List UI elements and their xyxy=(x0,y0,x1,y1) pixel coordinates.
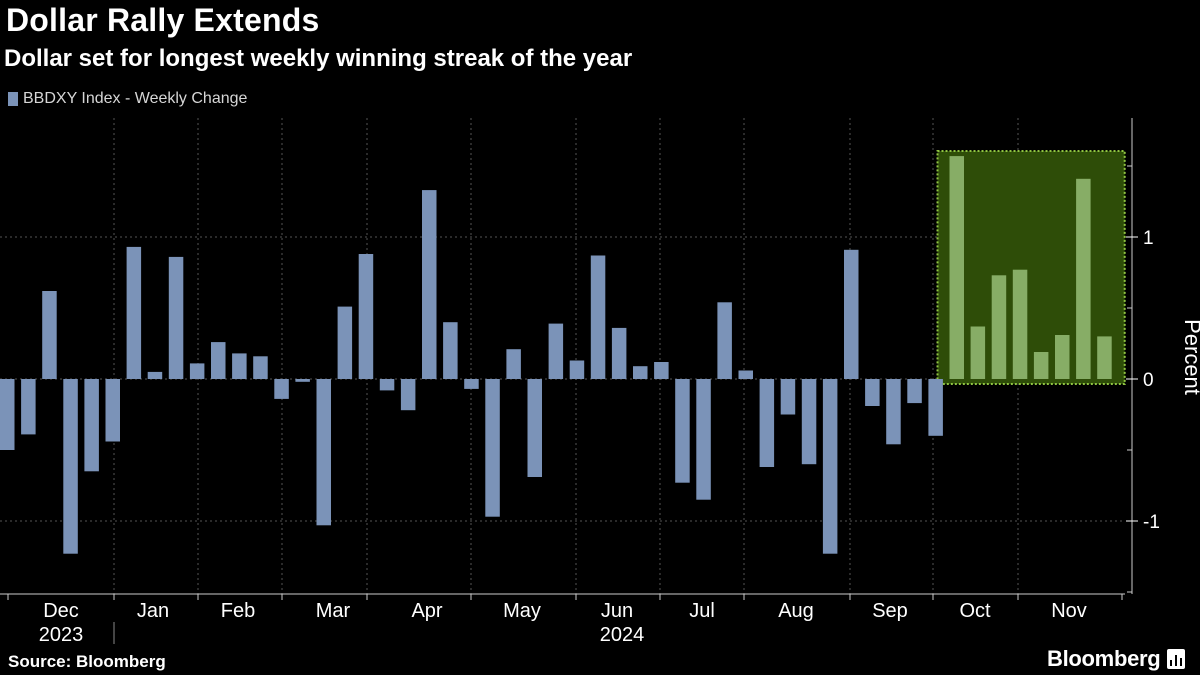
bar xyxy=(400,379,416,411)
legend: BBDXY Index - Weekly Change xyxy=(8,90,247,108)
bar xyxy=(485,379,500,517)
x-tick-label: Aug xyxy=(778,600,814,622)
x-tick-label: Nov xyxy=(1051,600,1087,622)
legend-swatch xyxy=(8,92,18,106)
x-year-label: 2023 xyxy=(39,624,84,646)
bar xyxy=(1012,269,1028,379)
bar xyxy=(422,190,437,379)
bar xyxy=(886,379,901,445)
bar xyxy=(590,255,606,379)
bar xyxy=(42,291,57,379)
bar xyxy=(928,379,943,436)
x-tick-label: Jan xyxy=(137,600,169,622)
bar xyxy=(1055,335,1070,379)
bar xyxy=(63,379,78,554)
bar xyxy=(232,353,247,379)
x-tick-label: Mar xyxy=(316,600,351,622)
x-tick-label: Jul xyxy=(689,600,715,622)
bar xyxy=(506,349,521,379)
bar xyxy=(654,362,669,379)
bar xyxy=(611,327,627,379)
bar xyxy=(0,379,15,450)
chart-subtitle: Dollar set for longest weekly winning st… xyxy=(4,45,633,72)
bar xyxy=(527,379,542,477)
bar xyxy=(696,379,711,500)
bar xyxy=(126,246,142,379)
y-tick-label: -1 xyxy=(1143,512,1160,533)
bar xyxy=(548,323,564,379)
bar xyxy=(759,379,775,467)
legend-label: BBDXY Index - Weekly Change xyxy=(23,90,248,107)
bar xyxy=(253,356,268,379)
bar xyxy=(991,275,1007,379)
bar xyxy=(865,379,880,406)
x-tick-label: Apr xyxy=(411,600,442,622)
x-tick-label: Sep xyxy=(872,600,908,622)
highlight-box xyxy=(936,150,1126,385)
x-tick-label: Oct xyxy=(959,600,991,622)
bar xyxy=(844,249,859,379)
bar xyxy=(717,302,732,379)
bar xyxy=(358,254,374,379)
bar xyxy=(569,360,585,379)
bar xyxy=(949,156,964,379)
bar xyxy=(337,306,353,379)
x-tick-label: Jun xyxy=(601,600,633,622)
source-note: Source: Bloomberg xyxy=(8,652,166,671)
bar xyxy=(274,379,289,399)
bar xyxy=(780,379,796,415)
bar xyxy=(801,379,817,465)
chart-title: Dollar Rally Extends xyxy=(6,2,320,38)
bar xyxy=(295,379,310,382)
bar xyxy=(189,363,205,379)
bar xyxy=(21,379,36,435)
y-axis-title: Percent xyxy=(1180,319,1200,395)
y-tick-label: 1 xyxy=(1143,228,1154,249)
bar xyxy=(970,326,986,379)
bar xyxy=(443,322,458,379)
bar xyxy=(1076,178,1091,379)
x-tick-label: May xyxy=(503,600,541,622)
bar xyxy=(1033,352,1049,379)
bar xyxy=(1097,336,1112,379)
bar xyxy=(147,371,163,379)
y-tick-label: 0 xyxy=(1143,370,1154,391)
bar xyxy=(379,379,395,391)
bar xyxy=(675,379,690,483)
bar xyxy=(907,379,922,404)
x-year-label: 2024 xyxy=(600,624,645,646)
x-tick-label: Dec xyxy=(43,600,79,622)
bar xyxy=(105,379,120,442)
bar xyxy=(211,342,226,379)
brand-name: Bloomberg xyxy=(1047,646,1161,671)
bloomberg-logo: Bloomberg xyxy=(1047,646,1186,672)
bar xyxy=(316,379,331,526)
bar xyxy=(84,379,99,472)
bar xyxy=(822,379,838,554)
bar xyxy=(738,370,753,379)
bar xyxy=(168,256,184,379)
bloomberg-bars-icon xyxy=(1167,649,1186,669)
bar xyxy=(633,366,648,379)
x-tick-label: Feb xyxy=(221,600,255,622)
bar xyxy=(464,379,479,389)
